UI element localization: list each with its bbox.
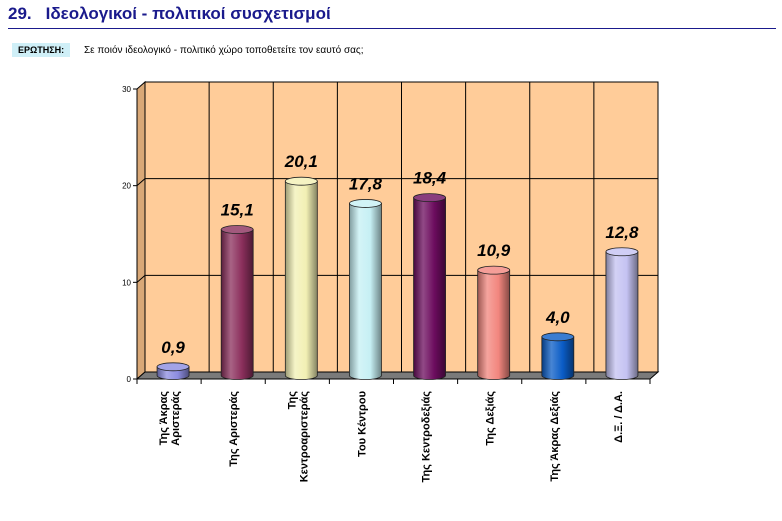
y-tick-label: 20 — [122, 182, 131, 191]
bar-top-5 — [477, 265, 511, 275]
bar-top-4 — [413, 193, 446, 203]
gridline-side — [136, 274, 146, 283]
y-tick-label: 0 — [127, 375, 132, 384]
bar-7 — [605, 251, 639, 380]
bar-4 — [413, 197, 446, 380]
data-label-6: 4,0 — [545, 308, 570, 327]
category-label-5: Της Δεξιάς — [485, 391, 497, 446]
data-label-4: 18,4 — [413, 169, 447, 188]
bar-2 — [284, 180, 318, 380]
bar-top-7 — [605, 247, 639, 257]
category-label-0: Της Άκρας — [158, 391, 170, 446]
data-label-5: 10,9 — [477, 241, 511, 260]
plot-floor — [135, 371, 660, 380]
data-label-0: 0,9 — [161, 338, 185, 357]
data-label-1: 15,1 — [221, 201, 254, 220]
y-tick-label: 10 — [122, 278, 131, 287]
category-label-3: Του Κέντρου — [356, 391, 368, 457]
category-label-4: Της Κεντροδεξιάς — [421, 391, 433, 483]
bar-top-1 — [220, 225, 254, 234]
category-label-6: Της Άκρας Δεξιάς — [549, 391, 561, 482]
category-label-1: Της Αριστεράς — [228, 391, 240, 467]
page-title: 29. Ιδεολογικοί - πολιτικοί συσχετισμοί — [8, 4, 331, 24]
data-label-3: 17,8 — [349, 174, 383, 193]
question-label: ΕΡΩΤΗΣΗ: — [12, 43, 71, 57]
bar-top-6 — [541, 332, 575, 342]
title-divider — [8, 28, 776, 29]
category-label-2: Κεντροαριστεράς — [298, 391, 310, 483]
question-text: Σε ποιόν ιδεολογικό - πολιτικό χώρο τοπο… — [84, 45, 364, 56]
category-label-0: Αριστεράς — [170, 391, 182, 446]
bar-6 — [541, 336, 575, 380]
y-tick-label: 30 — [122, 85, 131, 94]
gridline-side — [136, 178, 146, 187]
bar-top-3 — [349, 199, 382, 208]
section-title: Ιδεολογικοί - πολιτικοί συσχετισμοί — [45, 4, 331, 23]
category-label-2: Της — [286, 391, 298, 410]
data-label-7: 12,8 — [605, 223, 639, 242]
bar-top-2 — [284, 176, 318, 186]
bar-3 — [349, 203, 382, 380]
plot-side-wall — [136, 80, 146, 381]
bar-top-0 — [156, 362, 190, 372]
data-label-2: 20,1 — [284, 152, 318, 171]
category-label-7: Δ.Ξ. / Δ.Α. — [613, 391, 625, 443]
bar-5 — [477, 269, 511, 380]
section-number: 29. — [8, 4, 32, 23]
bar-1 — [220, 229, 254, 380]
